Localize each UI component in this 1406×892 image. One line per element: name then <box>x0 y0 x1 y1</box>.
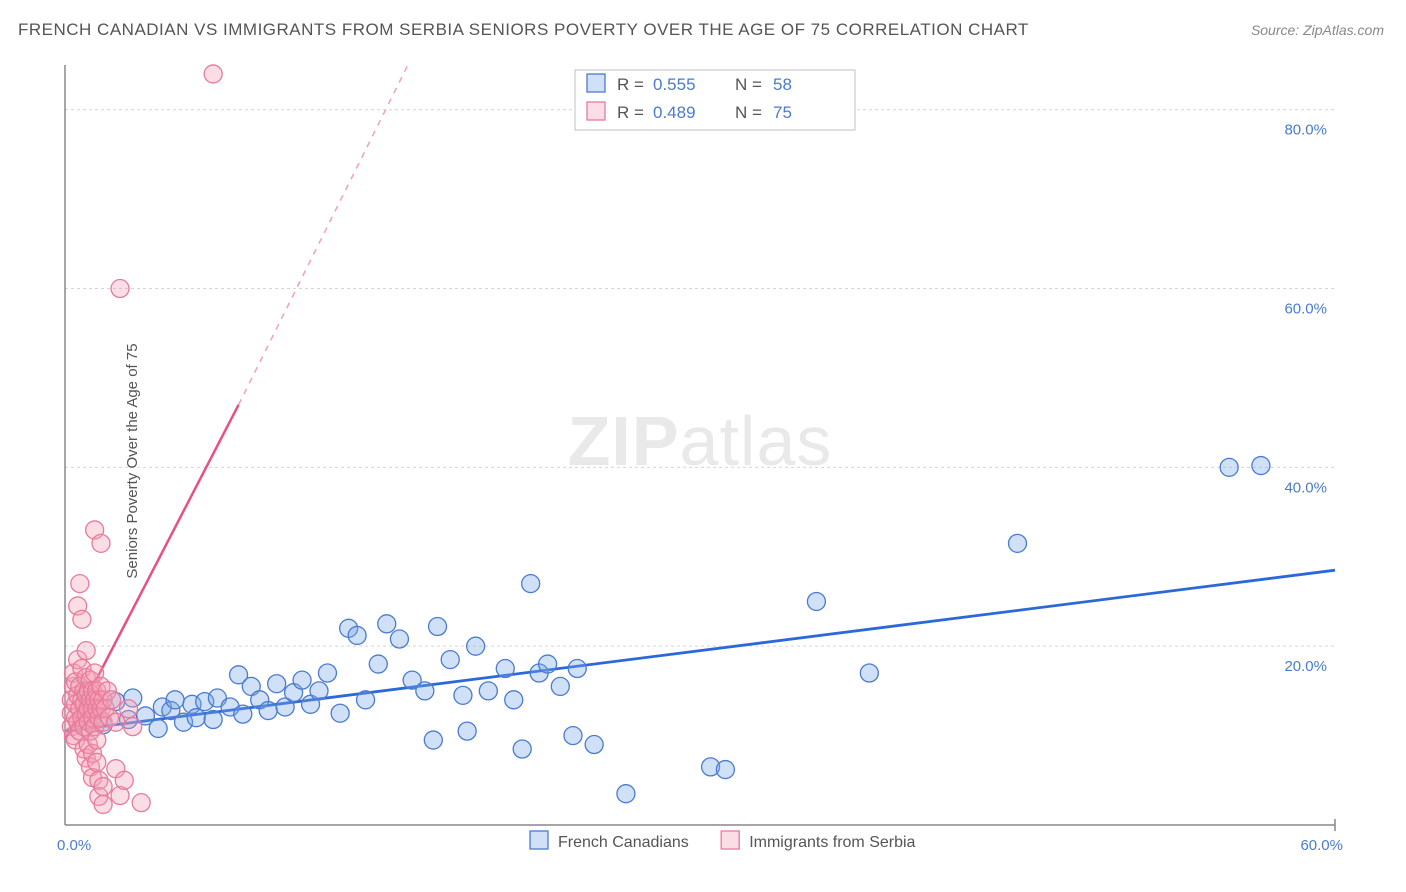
data-point-blue <box>585 736 603 754</box>
data-point-pink <box>88 753 106 771</box>
data-point-blue <box>166 691 184 709</box>
data-point-blue <box>479 682 497 700</box>
chart-container: Seniors Poverty Over the Age of 75 ZIPat… <box>50 55 1376 867</box>
source-attribution: Source: ZipAtlas.com <box>1251 22 1384 38</box>
data-point-blue <box>568 660 586 678</box>
data-point-blue <box>539 655 557 673</box>
legend-swatch <box>721 831 739 849</box>
data-point-blue <box>416 682 434 700</box>
legend-swatch <box>587 74 605 92</box>
x-tick-label: 0.0% <box>57 837 91 854</box>
data-point-pink <box>94 778 112 796</box>
chart-title: FRENCH CANADIAN VS IMMIGRANTS FROM SERBI… <box>18 20 1029 40</box>
data-point-blue <box>458 722 476 740</box>
data-point-blue <box>390 630 408 648</box>
data-point-pink <box>103 691 121 709</box>
y-axis-label: Seniors Poverty Over the Age of 75 <box>124 343 141 578</box>
legend-r-label: R = <box>617 103 644 122</box>
data-point-blue <box>310 682 328 700</box>
data-point-blue <box>348 626 366 644</box>
legend-r-value: 0.489 <box>653 103 696 122</box>
data-point-blue <box>551 677 569 695</box>
data-point-blue <box>357 691 375 709</box>
data-point-blue <box>268 675 286 693</box>
data-point-pink <box>77 642 95 660</box>
y-tick-label: 60.0% <box>1284 301 1327 318</box>
data-point-pink <box>92 534 110 552</box>
data-point-blue <box>467 637 485 655</box>
data-point-blue <box>441 651 459 669</box>
data-point-blue <box>187 709 205 727</box>
legend-swatch <box>530 831 548 849</box>
data-point-pink <box>204 65 222 83</box>
data-point-blue <box>505 691 523 709</box>
data-point-pink <box>88 731 106 749</box>
data-point-blue <box>331 704 349 722</box>
legend-n-value: 58 <box>773 75 792 94</box>
data-point-pink <box>124 718 142 736</box>
data-point-blue <box>149 719 167 737</box>
data-point-blue <box>860 664 878 682</box>
series-legend-label: French Canadians <box>558 834 689 851</box>
legend-n-value: 75 <box>773 103 792 122</box>
legend-r-value: 0.555 <box>653 75 696 94</box>
data-point-pink <box>111 280 129 298</box>
legend-swatch <box>587 102 605 120</box>
data-point-pink <box>73 610 91 628</box>
data-point-pink <box>120 700 138 718</box>
data-point-blue <box>716 761 734 779</box>
legend-r-label: R = <box>617 75 644 94</box>
data-point-pink <box>71 575 89 593</box>
data-point-pink <box>132 794 150 812</box>
data-point-blue <box>496 660 514 678</box>
data-point-blue <box>204 710 222 728</box>
y-tick-label: 20.0% <box>1284 658 1327 675</box>
data-point-blue <box>293 671 311 689</box>
data-point-blue <box>807 592 825 610</box>
legend-n-label: N = <box>735 75 762 94</box>
data-point-blue <box>424 731 442 749</box>
data-point-blue <box>429 618 447 636</box>
data-point-blue <box>454 686 472 704</box>
data-point-pink <box>94 795 112 813</box>
data-point-blue <box>1220 458 1238 476</box>
data-point-blue <box>234 705 252 723</box>
data-point-blue <box>522 575 540 593</box>
data-point-blue <box>513 740 531 758</box>
scatter-chart: ZIPatlas 20.0% 40.0% 60.0% 80.0% 0.0% 60.0% R =… <box>50 55 1376 867</box>
y-tick-label: 40.0% <box>1284 479 1327 496</box>
data-point-blue <box>378 615 396 633</box>
data-point-blue <box>1252 457 1270 475</box>
data-point-blue <box>1009 534 1027 552</box>
trendline-pink-extrapolated <box>239 65 408 405</box>
data-point-blue <box>259 702 277 720</box>
series-legend-label: Immigrants from Serbia <box>749 834 915 851</box>
legend-n-label: N = <box>735 103 762 122</box>
data-point-blue <box>318 664 336 682</box>
data-point-blue <box>617 785 635 803</box>
data-point-pink <box>115 771 133 789</box>
data-point-blue <box>564 727 582 745</box>
y-tick-label: 80.0% <box>1284 122 1327 139</box>
x-tick-label: 60.0% <box>1300 837 1343 854</box>
data-point-blue <box>369 655 387 673</box>
svg-text:ZIPatlas: ZIPatlas <box>568 402 833 480</box>
